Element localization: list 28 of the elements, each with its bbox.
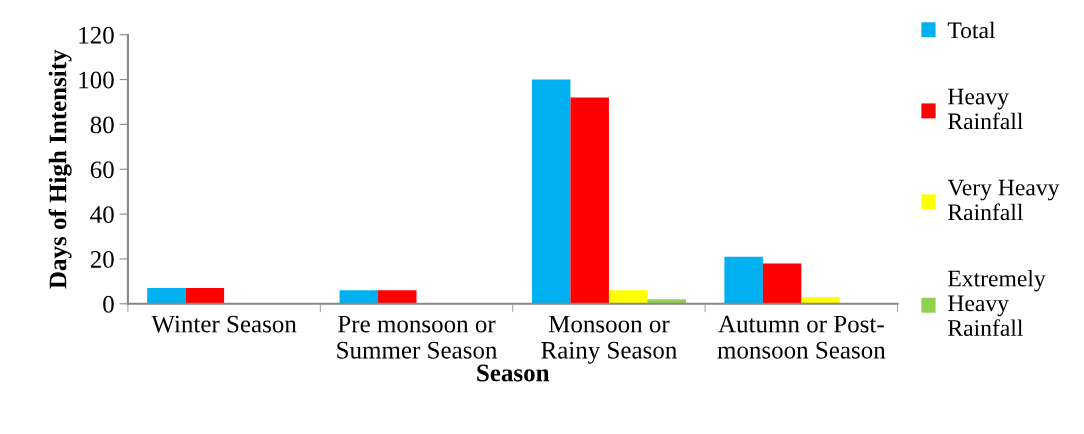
legend-label: Extremely Heavy Rainfall <box>948 269 1046 337</box>
y-tick-label: 80 <box>90 116 114 134</box>
legend-label: Total <box>947 21 996 39</box>
y-tick-label: 60 <box>90 161 114 179</box>
x-tick-label: Winter Season <box>151 315 297 333</box>
bar <box>801 297 840 304</box>
bar <box>185 288 225 304</box>
x-axis-title: Season <box>477 364 550 382</box>
y-tick-label: 20 <box>90 251 114 268</box>
x-tick-label: Autumn or Post- monsoon Season <box>717 315 886 359</box>
y-tick-label: 40 <box>90 206 114 224</box>
y-tick-label: 120 <box>79 26 114 44</box>
bar <box>762 263 802 304</box>
bar <box>339 290 379 304</box>
bar <box>570 97 609 304</box>
y-axis-title: Days of High Intensity <box>48 49 72 289</box>
bar <box>378 290 417 304</box>
x-tick-label: Monsoon or Rainy Season <box>541 315 677 364</box>
bar <box>531 79 571 304</box>
x-tick-label: Pre monsoon or Summer Season <box>337 315 498 359</box>
legend-label: Heavy Rainfall <box>948 88 1023 130</box>
y-tick-label: 100 <box>79 71 114 89</box>
bar <box>147 288 186 304</box>
legend-label: Very Heavy Rainfall <box>947 179 1060 221</box>
bar <box>647 299 686 304</box>
bar <box>724 256 763 304</box>
bar <box>608 290 648 304</box>
y-tick-label: 0 <box>103 295 114 313</box>
